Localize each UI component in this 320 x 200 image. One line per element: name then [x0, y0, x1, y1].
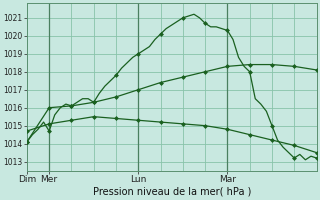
X-axis label: Pression niveau de la mer( hPa ): Pression niveau de la mer( hPa ): [92, 187, 251, 197]
